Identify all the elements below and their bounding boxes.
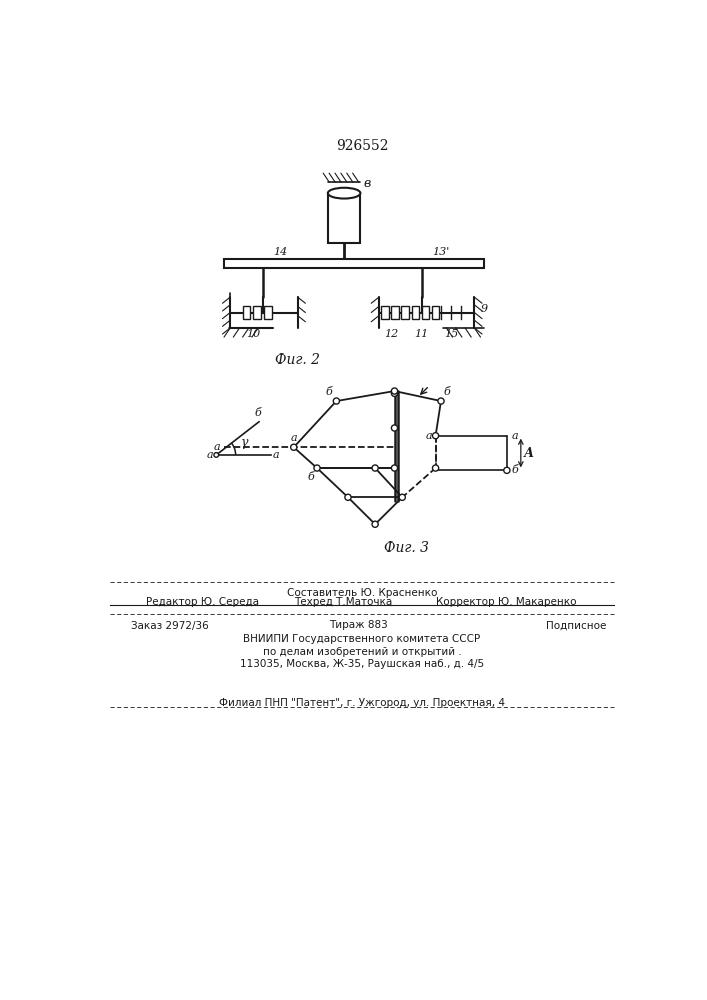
Text: а: а	[426, 431, 433, 441]
Circle shape	[392, 425, 397, 431]
Circle shape	[392, 465, 397, 471]
Text: Подписное: Подписное	[546, 620, 606, 631]
Circle shape	[433, 465, 438, 471]
Circle shape	[504, 467, 510, 473]
Circle shape	[392, 388, 397, 394]
Text: а: а	[291, 433, 297, 443]
Circle shape	[333, 398, 339, 404]
Text: 13': 13'	[433, 247, 450, 257]
Text: а: а	[512, 431, 518, 441]
Circle shape	[291, 444, 297, 450]
Text: по делам изобретений и открытий .: по делам изобретений и открытий .	[262, 647, 462, 657]
Text: А: А	[524, 447, 534, 460]
Text: б: б	[308, 472, 315, 482]
Text: 10: 10	[246, 329, 261, 339]
Circle shape	[372, 465, 378, 471]
Bar	[411, 306, 419, 319]
Text: 9: 9	[481, 304, 488, 314]
Circle shape	[214, 453, 218, 457]
Circle shape	[372, 521, 378, 527]
Text: а: а	[206, 450, 213, 460]
Text: б: б	[326, 387, 332, 397]
Text: Редактор Ю. Середа: Редактор Ю. Середа	[146, 597, 259, 607]
Circle shape	[314, 465, 320, 471]
Text: Техред Т.Маточка: Техред Т.Маточка	[293, 597, 392, 607]
Bar	[421, 306, 429, 319]
Text: Филиал ПНП "Патент", г. Ужгород, ул. Проектная, 4: Филиал ПНП "Патент", г. Ужгород, ул. Про…	[219, 698, 505, 708]
Text: Корректор Ю. Макаренко: Корректор Ю. Макаренко	[436, 597, 577, 607]
Text: Заказ 2972/36: Заказ 2972/36	[131, 620, 209, 631]
Bar	[264, 306, 272, 319]
Circle shape	[392, 390, 397, 396]
Circle shape	[433, 433, 438, 439]
Text: 14: 14	[274, 247, 288, 257]
Circle shape	[438, 398, 444, 404]
Bar	[402, 306, 409, 319]
Bar	[392, 306, 399, 319]
Text: б: б	[512, 465, 518, 475]
Text: Фиг. 3: Фиг. 3	[384, 541, 428, 555]
Text: в: в	[363, 177, 370, 190]
Bar	[432, 306, 440, 319]
Text: 926552: 926552	[336, 139, 388, 153]
Text: 11: 11	[414, 329, 428, 339]
Circle shape	[399, 494, 405, 500]
Bar	[243, 306, 250, 319]
Bar	[253, 306, 261, 319]
Text: 113035, Москва, Ж-35, Раушская наб., д. 4/5: 113035, Москва, Ж-35, Раушская наб., д. …	[240, 659, 484, 669]
Ellipse shape	[328, 188, 361, 199]
Bar	[328, 193, 361, 243]
Circle shape	[345, 494, 351, 500]
Text: Фиг. 2: Фиг. 2	[275, 353, 320, 367]
Bar	[224, 259, 484, 268]
Text: γ: γ	[241, 436, 249, 449]
Text: б: б	[254, 408, 261, 418]
Text: б: б	[443, 387, 450, 397]
Text: ВНИИПИ Государственного комитета СССР: ВНИИПИ Государственного комитета СССР	[243, 634, 481, 644]
Text: а: а	[214, 442, 220, 452]
Text: 12: 12	[385, 329, 399, 339]
Text: Составитель Ю. Красненко: Составитель Ю. Красненко	[287, 588, 437, 598]
Text: а: а	[273, 450, 279, 460]
Text: Тираж 883: Тираж 883	[329, 620, 387, 631]
Text: 15: 15	[444, 329, 458, 339]
Bar	[381, 306, 389, 319]
